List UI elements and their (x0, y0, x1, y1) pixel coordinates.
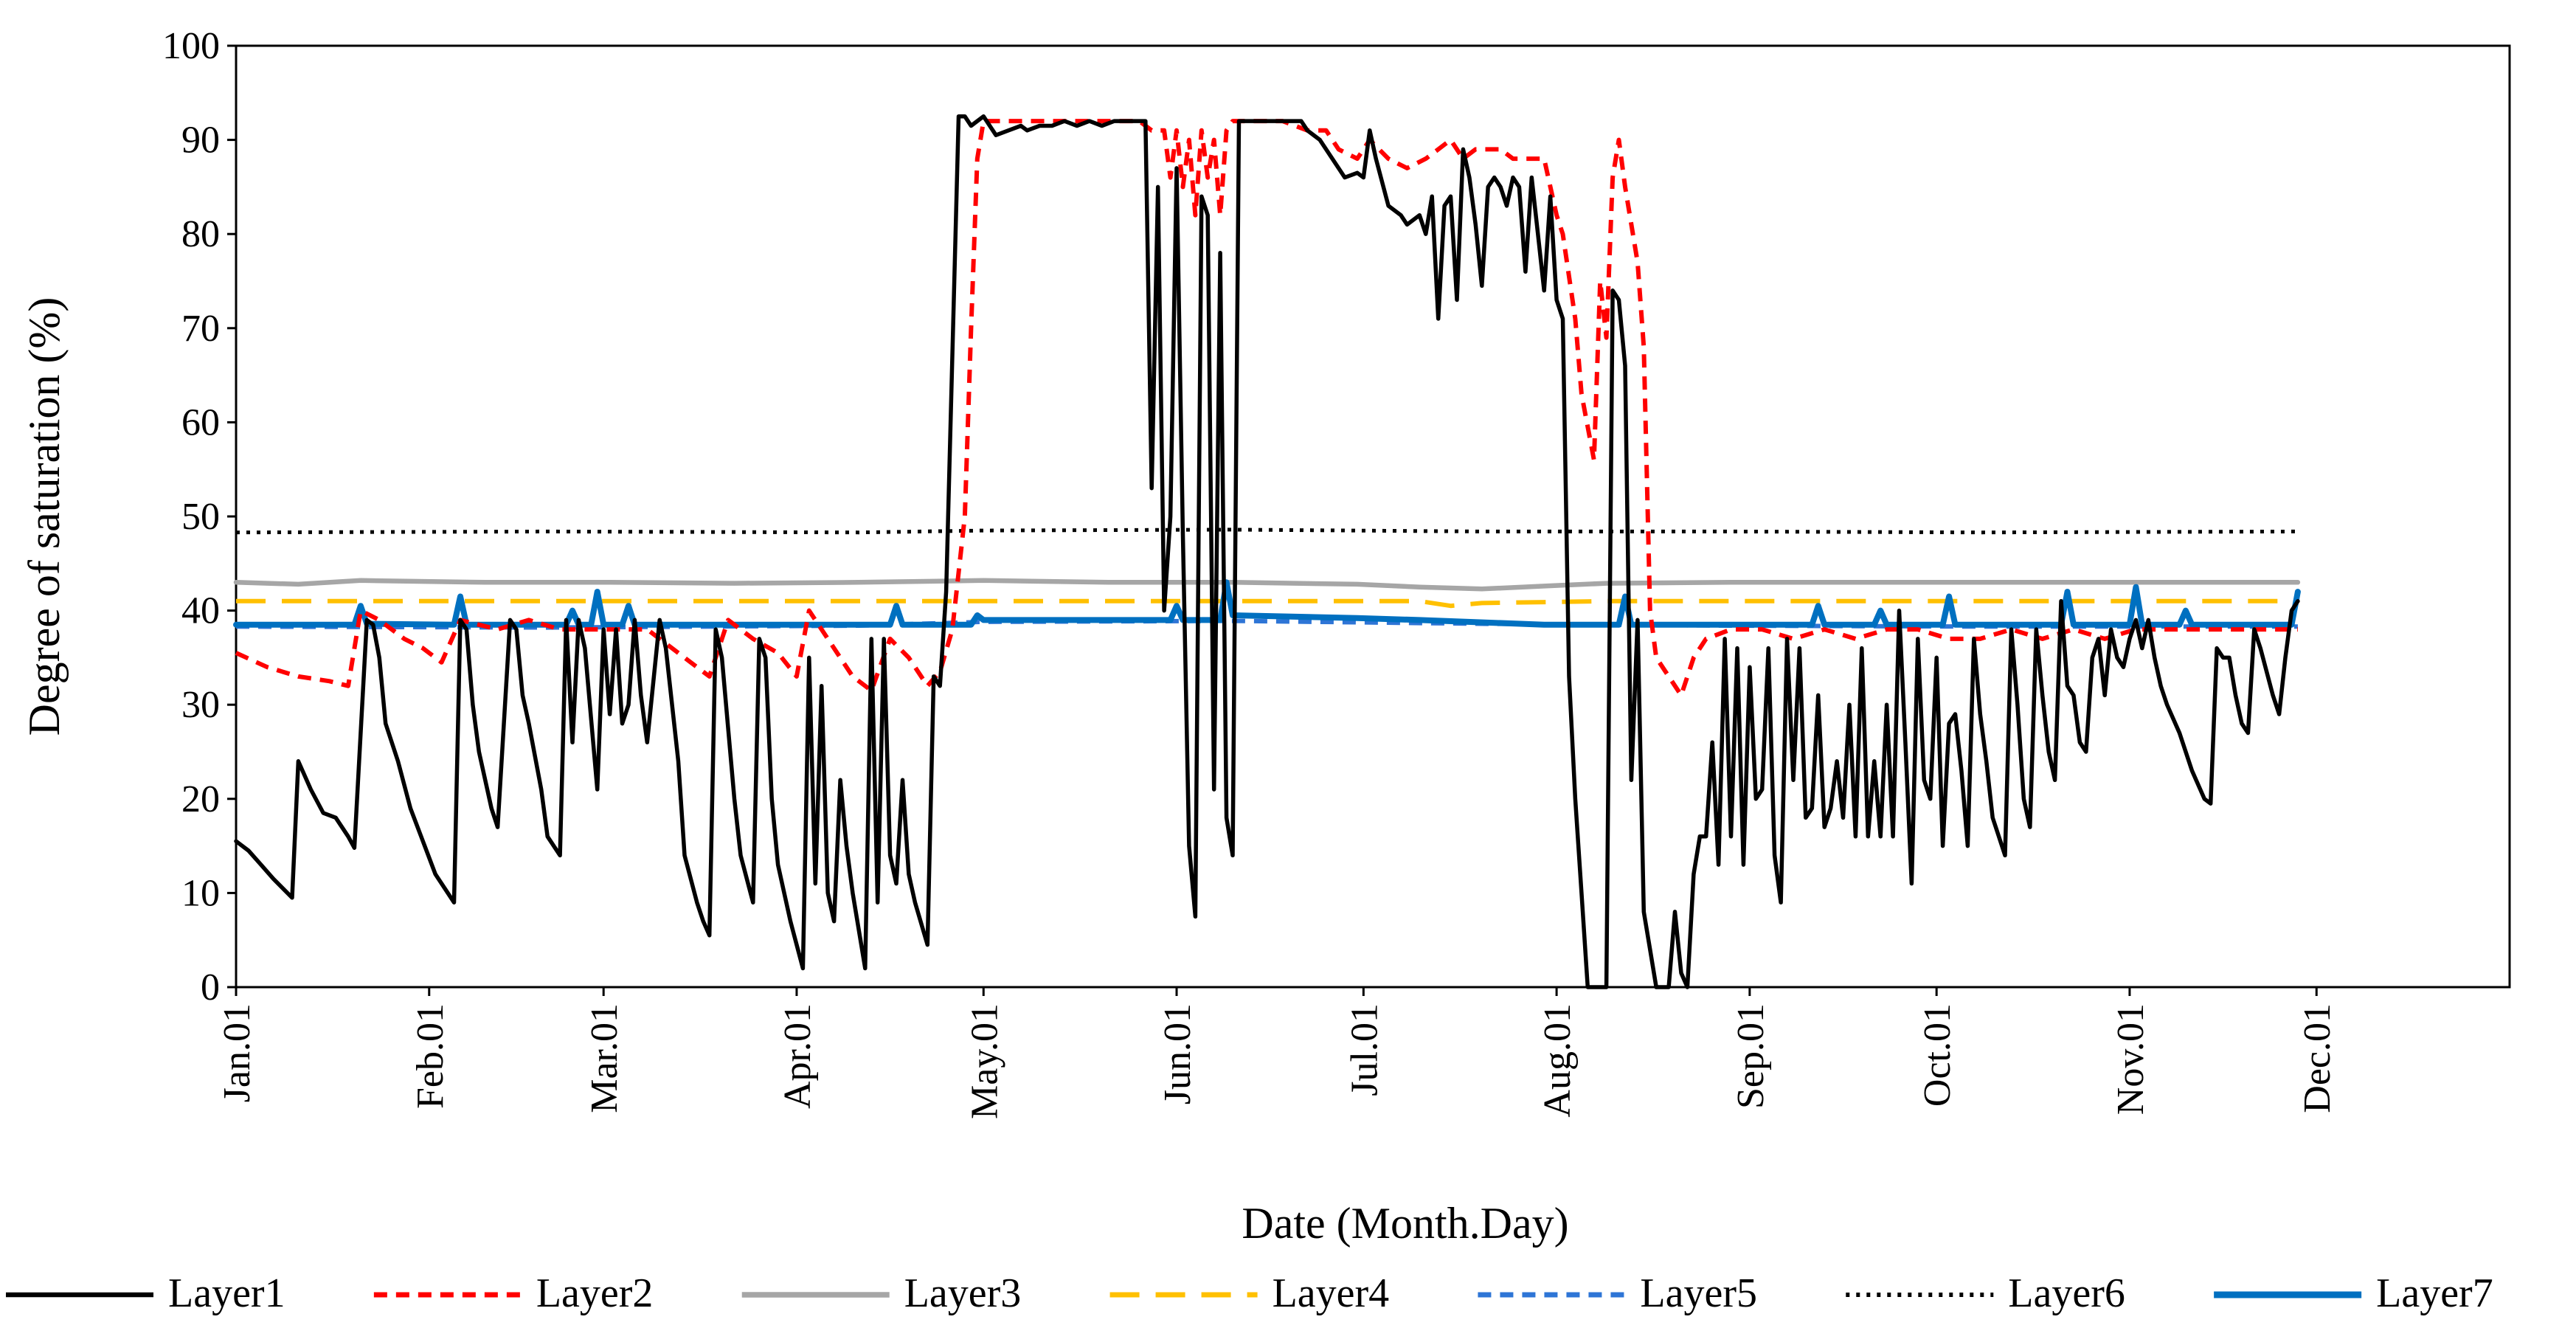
legend-label-layer7: Layer7 (2376, 1270, 2493, 1316)
series-line-layer2 (235, 119, 2298, 698)
x-tick-label: Oct.01 (1917, 1003, 1959, 1107)
legend-label-layer2: Layer2 (536, 1270, 654, 1316)
x-tick-label: Feb.01 (409, 1003, 451, 1109)
y-tick-label: 60 (181, 401, 220, 443)
series-group (233, 114, 2301, 989)
y-tick-label: 50 (181, 496, 220, 538)
x-tick-label: Aug.01 (1537, 1003, 1579, 1118)
x-tick-label: Sep.01 (1730, 1003, 1772, 1109)
x-tick-label: Nov.01 (2110, 1003, 2152, 1115)
y-tick-label: 90 (181, 120, 220, 162)
x-tick-label: Mar.01 (584, 1003, 626, 1113)
x-tick-label: Jun.01 (1157, 1003, 1199, 1104)
series-line-layer1 (234, 114, 2300, 989)
y-axis-title: Degree of saturation (%) (20, 297, 69, 736)
legend-label-layer1: Layer1 (168, 1270, 285, 1316)
x-tick-label: Dec.01 (2296, 1003, 2338, 1113)
y-tick-label: 30 (181, 684, 220, 726)
plot-frame (235, 44, 2511, 989)
x-tick-label: May.01 (963, 1003, 1005, 1119)
y-tick-label: 70 (181, 308, 220, 350)
legend-label-layer3: Layer3 (904, 1270, 1022, 1316)
y-axis: 0 10 20 30 40 50 60 70 80 90 100 (162, 25, 236, 1009)
y-tick-label: 100 (162, 25, 220, 67)
x-axis-title: Date (Month.Day) (1242, 1199, 1568, 1248)
x-tick-label: Jul.01 (1343, 1003, 1385, 1096)
x-tick-label: Jan.01 (216, 1003, 258, 1102)
legend-label-layer6: Layer6 (2008, 1270, 2125, 1316)
legend-label-layer5: Layer5 (1640, 1270, 1757, 1316)
series-line-layer3 (233, 578, 2301, 592)
legend-label-layer4: Layer4 (1273, 1270, 1390, 1316)
x-tick-label: Apr.01 (777, 1003, 819, 1109)
x-axis: Jan.01 Feb.01 Mar.01 Apr.01 May.01 Jun.01 Jul.… (216, 987, 2338, 1119)
y-tick-label: 0 (201, 966, 220, 1009)
series-line-layer4 (236, 598, 2298, 609)
legend: Layer1 Layer2 Layer3 Layer4 Layer5 Layer6 Laye… (6, 1270, 2493, 1316)
series-line-layer6 (235, 528, 2298, 535)
y-tick-label: 80 (181, 213, 220, 255)
y-tick-label: 20 (181, 778, 220, 820)
y-tick-label: 40 (181, 590, 220, 632)
y-tick-label: 10 (181, 872, 220, 914)
